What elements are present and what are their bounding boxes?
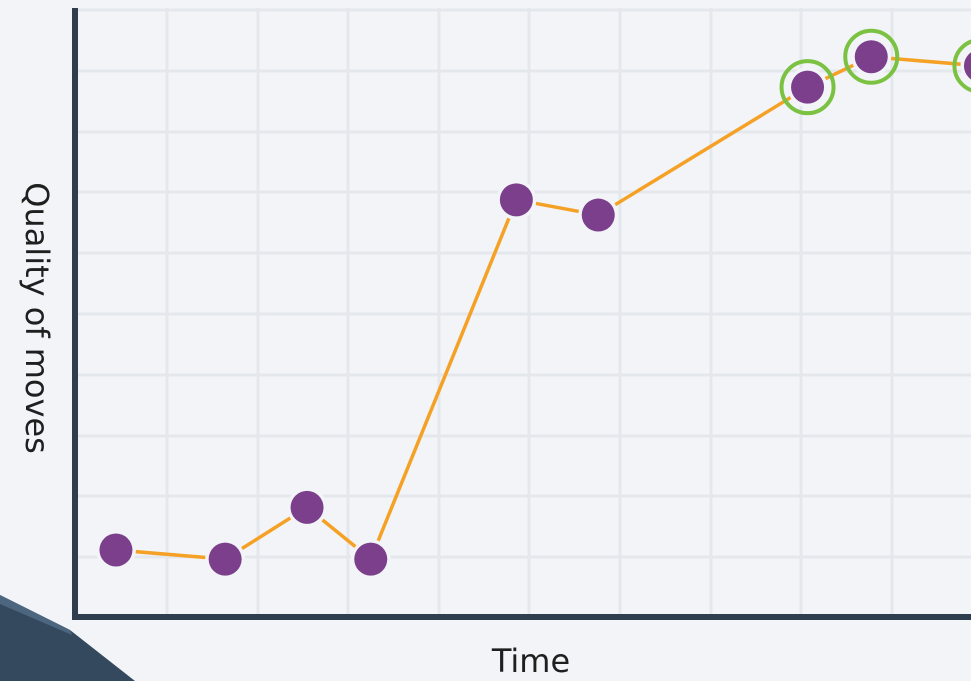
grid: [75, 8, 971, 617]
series-points: [95, 28, 971, 580]
y-axis-label: Quality of moves: [18, 182, 56, 454]
line-segment: [597, 85, 809, 217]
data-point: [854, 40, 888, 74]
data-point: [208, 542, 242, 576]
highlight-ring: [843, 28, 900, 85]
data-point: [354, 542, 388, 576]
data-point: [963, 52, 971, 80]
data-point: [99, 533, 133, 567]
highlight-ring: [952, 39, 971, 93]
line-segment: [369, 199, 518, 560]
corner-decoration-highlight: [0, 595, 72, 635]
data-point: [499, 183, 533, 217]
x-axis-label: Time: [491, 642, 570, 680]
data-point: [581, 198, 615, 232]
data-point: [290, 490, 324, 524]
highlight-ring: [779, 59, 836, 116]
data-point: [791, 70, 825, 104]
